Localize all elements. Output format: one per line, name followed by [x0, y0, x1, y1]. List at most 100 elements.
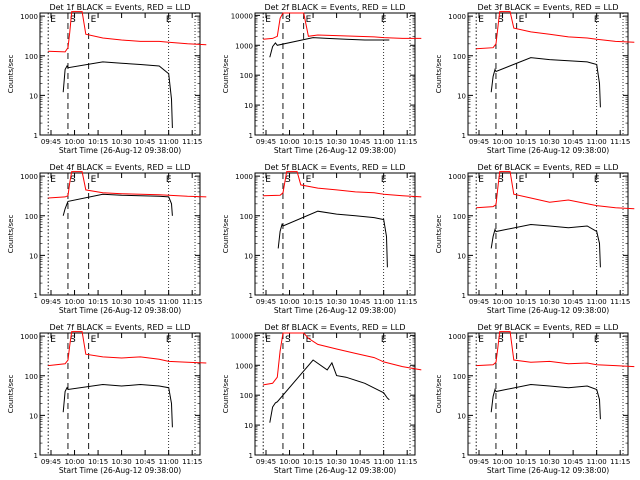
x-tick-label: 11:00	[159, 138, 179, 146]
y-tick-label: 100	[240, 392, 253, 400]
marker-label-E: E	[519, 335, 525, 345]
lld-series-line	[476, 331, 635, 368]
panel-title: Det 6f BLACK = Events, RED = LLD	[477, 163, 618, 172]
y-tick-label: 10000	[231, 332, 253, 340]
marker-label-end: E	[166, 15, 172, 25]
y-tick-label: 1000	[20, 173, 38, 181]
x-tick-label: 11:00	[374, 298, 394, 306]
y-tick-label: 10	[29, 252, 38, 260]
x-tick-label: 09:45	[41, 458, 61, 466]
marker-label-end: E	[166, 175, 172, 185]
x-tick-label: 10:30	[112, 298, 132, 306]
marker-label-E: E	[265, 15, 271, 25]
panel-1: Det 1f BLACK = Events, RED = LLD 1 10 100 10…	[7, 3, 207, 155]
y-tick-label: 1000	[20, 13, 38, 21]
events-series-line	[490, 223, 601, 268]
plot-frame	[467, 12, 629, 136]
x-tick-label: 11:15	[182, 458, 202, 466]
lld-series-line	[48, 331, 207, 367]
x-tick-label: 10:15	[88, 458, 108, 466]
marker-label-E: E	[519, 15, 525, 25]
panel-title: Det 9f BLACK = Events, RED = LLD	[477, 323, 618, 332]
plot-frame	[254, 12, 416, 136]
marker-label-E: E	[91, 175, 97, 185]
x-tick-label: 10:15	[88, 298, 108, 306]
marker-label-S: S	[285, 175, 291, 185]
x-tick-label: 10:45	[135, 298, 155, 306]
x-tick-label: 10:30	[540, 138, 560, 146]
panel-5: Det 5f BLACK = Events, RED = LLD 1 10 100 10…	[222, 163, 422, 315]
x-tick-label: 11:00	[587, 458, 607, 466]
panel-2: Det 2f BLACK = Events, RED = LLD 1 10 100 10…	[222, 3, 422, 155]
lld-series-line	[263, 171, 422, 198]
x-tick-label: 10:30	[327, 298, 347, 306]
y-tick-label: 100	[25, 213, 38, 221]
events-series-line	[62, 193, 173, 216]
lld-series-line	[48, 171, 207, 199]
x-tick-label: 10:30	[327, 138, 347, 146]
x-tick-label: 11:00	[587, 298, 607, 306]
y-tick-label: 1	[249, 132, 253, 140]
x-axis-label: Start Time (26-Aug-12 09:38:00)	[487, 146, 609, 155]
y-tick-label: 100	[453, 373, 466, 381]
x-tick-label: 10:15	[516, 138, 536, 146]
x-tick-label: 10:00	[64, 138, 84, 146]
y-tick-label: 10	[244, 252, 253, 260]
lld-series-line	[263, 12, 422, 40]
y-tick-label: 1	[249, 292, 253, 300]
x-tick-label: 10:45	[135, 458, 155, 466]
y-tick-label: 10	[244, 422, 253, 430]
plot-frame	[254, 172, 416, 296]
y-tick-label: 1000	[235, 42, 253, 50]
events-series-line	[269, 359, 390, 423]
marker-label-E: E	[91, 335, 97, 345]
x-tick-label: 10:30	[112, 458, 132, 466]
panel-title: Det 4f BLACK = Events, RED = LLD	[49, 163, 190, 172]
panel-title: Det 2f BLACK = Events, RED = LLD	[264, 3, 405, 12]
x-tick-label: 10:00	[492, 138, 512, 146]
x-tick-label: 09:45	[256, 298, 276, 306]
x-tick-label: 10:00	[64, 458, 84, 466]
x-tick-label: 10:00	[492, 458, 512, 466]
marker-label-E: E	[306, 335, 312, 345]
marker-label-end: E	[381, 175, 387, 185]
panel-6: Det 6f BLACK = Events, RED = LLD 1 10 100 10…	[435, 163, 635, 315]
marker-label-S: S	[70, 15, 76, 25]
x-tick-label: 10:30	[540, 458, 560, 466]
x-tick-label: 09:45	[41, 138, 61, 146]
y-tick-label: 10	[29, 92, 38, 100]
y-axis-label: Counts/sec	[435, 215, 443, 254]
x-tick-label: 09:45	[469, 298, 489, 306]
marker-label-S: S	[70, 335, 76, 345]
marker-label-S: S	[285, 15, 291, 25]
y-tick-label: 100	[25, 53, 38, 61]
y-axis-label: Counts/sec	[222, 55, 230, 94]
x-axis-label: Start Time (26-Aug-12 09:38:00)	[274, 466, 396, 475]
plot-frame	[254, 332, 416, 456]
x-axis-label: Start Time (26-Aug-12 09:38:00)	[274, 146, 396, 155]
x-tick-label: 11:15	[610, 138, 630, 146]
x-axis-label: Start Time (26-Aug-12 09:38:00)	[59, 466, 181, 475]
y-tick-label: 100	[453, 53, 466, 61]
marker-label-E: E	[306, 15, 312, 25]
y-tick-label: 1000	[235, 362, 253, 370]
x-tick-label: 10:00	[279, 298, 299, 306]
plot-frame	[39, 172, 201, 296]
y-tick-label: 10	[457, 412, 466, 420]
panel-8: Det 8f BLACK = Events, RED = LLD 1 10 100 10…	[222, 323, 422, 475]
x-tick-label: 11:15	[397, 458, 417, 466]
y-axis-label: Counts/sec	[7, 215, 15, 254]
y-tick-label: 100	[25, 373, 38, 381]
x-tick-label: 10:30	[112, 138, 132, 146]
y-tick-label: 1000	[448, 333, 466, 341]
x-tick-label: 11:00	[159, 298, 179, 306]
y-tick-label: 1000	[448, 173, 466, 181]
x-tick-label: 10:00	[279, 458, 299, 466]
y-tick-label: 1000	[448, 13, 466, 21]
events-series-line	[62, 383, 173, 428]
marker-label-end: E	[381, 15, 387, 25]
y-axis-label: Counts/sec	[222, 215, 230, 254]
x-tick-label: 10:15	[303, 138, 323, 146]
x-tick-label: 11:15	[610, 298, 630, 306]
